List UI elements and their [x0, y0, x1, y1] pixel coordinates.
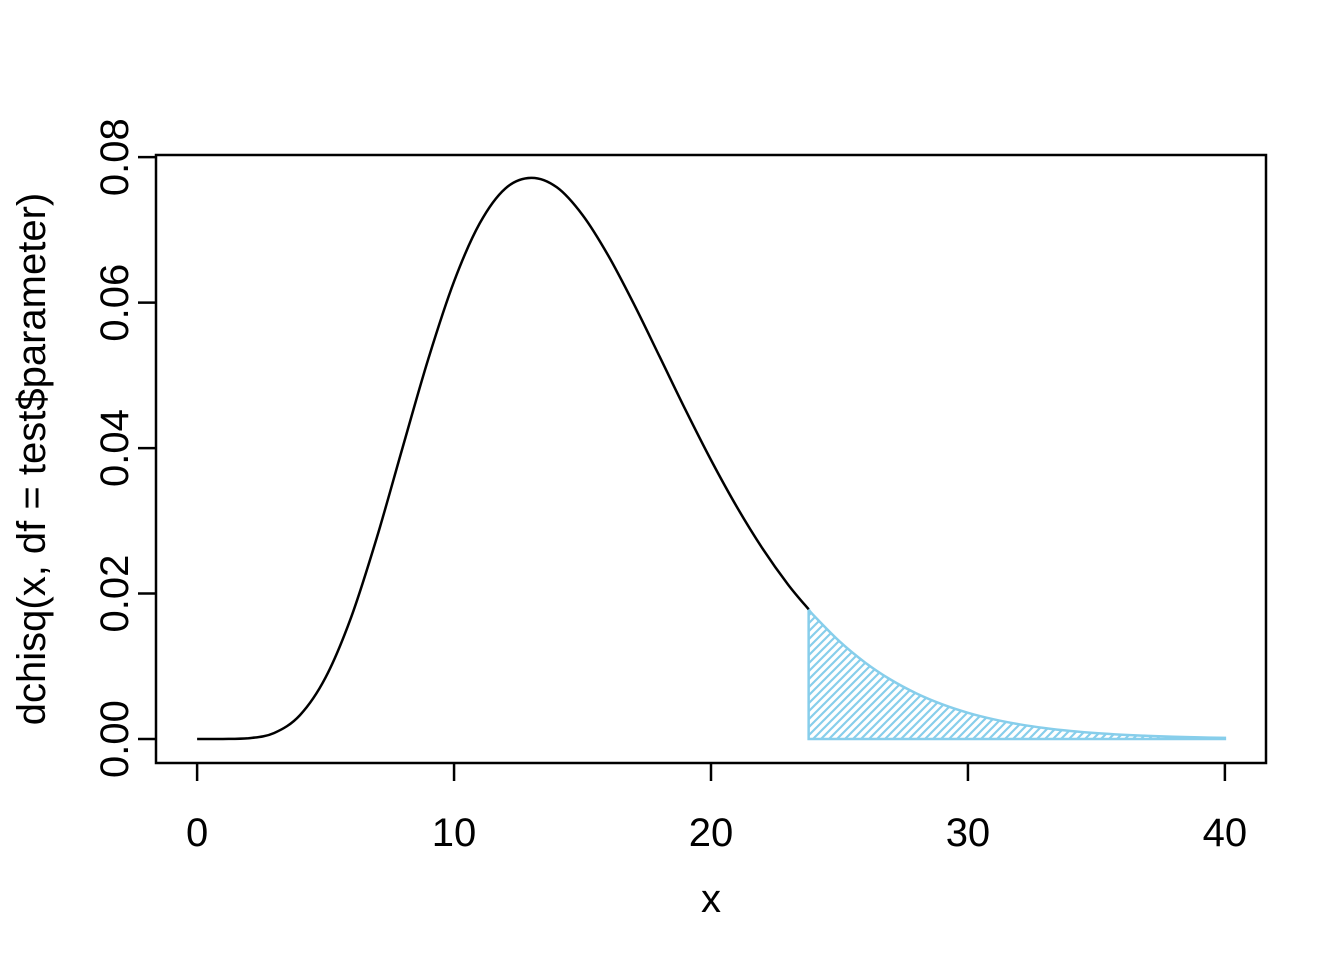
x-axis-tick-label: 20	[689, 811, 734, 855]
shaded-tail-region	[807, 605, 1227, 741]
y-axis-tick-label: 0.06	[93, 264, 137, 342]
density-curve	[197, 176, 810, 741]
plot-area: 0 10 20 30 40 0.00 0.02 0.04 0.06 0.08	[93, 118, 1268, 855]
x-axis-tick-label: 10	[432, 811, 477, 855]
y-axis-tick-label: 0.02	[93, 555, 137, 633]
y-axis-tick-label: 0.08	[93, 118, 137, 196]
y-axis-title: dchisq(x, df = test$parameter)	[10, 193, 54, 725]
x-axis-tick-label: 30	[946, 811, 991, 855]
x-axis-tick-label: 40	[1203, 811, 1248, 855]
x-axis-title: x	[701, 877, 721, 921]
x-axis-tick-label: 0	[186, 811, 208, 855]
y-axis-tick-label: 0.04	[93, 409, 137, 487]
y-axis-tick-label: 0.00	[93, 700, 137, 778]
